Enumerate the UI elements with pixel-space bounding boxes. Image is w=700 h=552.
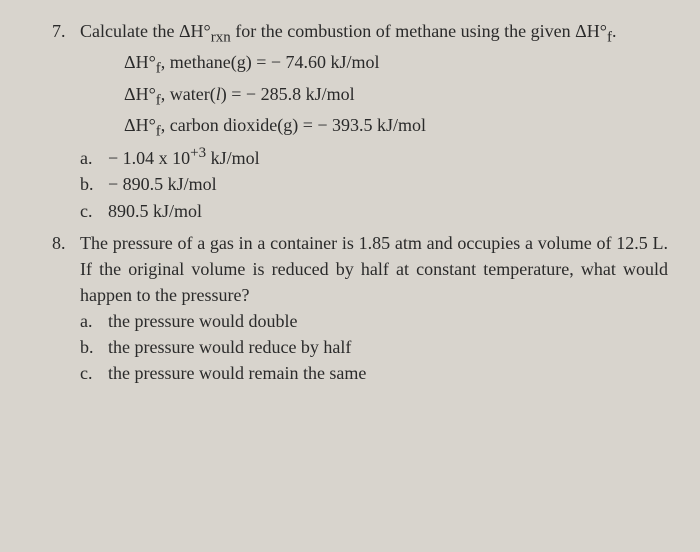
question-8: 8. The pressure of a gas in a container … xyxy=(52,230,668,387)
q7-prompt-b: for the combustion of methane using the … xyxy=(231,21,607,41)
q8-option-b: b.the pressure would reduce by half xyxy=(80,334,668,360)
q8-opt-a-text: the pressure would double xyxy=(108,311,297,331)
q7-d3-post: , carbon dioxide(g) = − 393.5 kJ/mol xyxy=(161,115,426,135)
q7-opt-a-sup: +3 xyxy=(190,145,206,161)
q7-d2-post2: ) = − 285.8 kJ/mol xyxy=(221,84,355,104)
question-7: 7. Calculate the ΔH°rxn for the combusti… xyxy=(52,18,668,224)
question-8-number: 8. xyxy=(52,230,66,256)
q7-d2-post: , water( xyxy=(161,84,216,104)
q7-opt-c-text: 890.5 kJ/mol xyxy=(108,201,202,221)
q7-opt-a-pre: − 1.04 x 10 xyxy=(108,148,190,168)
q7-option-a: a.− 1.04 x 10+3 kJ/mol xyxy=(80,143,668,171)
q7-opt-a-letter: a. xyxy=(80,145,108,171)
q7-opt-b-letter: b. xyxy=(80,171,108,197)
q8-opt-c-text: the pressure would remain the same xyxy=(108,363,366,383)
q7-prompt-a: Calculate the ΔH° xyxy=(80,21,211,41)
q7-d2-pre: ΔH° xyxy=(124,84,156,104)
q8-option-a: a.the pressure would double xyxy=(80,308,668,334)
q7-prompt-c: . xyxy=(612,21,617,41)
q8-opt-c-letter: c. xyxy=(80,360,108,386)
q7-option-c: c.890.5 kJ/mol xyxy=(80,198,668,224)
q7-opt-b-text: − 890.5 kJ/mol xyxy=(108,174,217,194)
q7-d1-post: , methane(g) = − 74.60 kJ/mol xyxy=(161,52,380,72)
q7-prompt-sub1: rxn xyxy=(211,30,231,46)
q8-opt-b-text: the pressure would reduce by half xyxy=(108,337,351,357)
q7-d3-pre: ΔH° xyxy=(124,115,156,135)
q7-data-3: ΔH°f, carbon dioxide(g) = − 393.5 kJ/mol xyxy=(80,112,668,143)
q7-opt-a-post: kJ/mol xyxy=(206,148,260,168)
q7-data-1: ΔH°f, methane(g) = − 74.60 kJ/mol xyxy=(80,49,668,80)
q8-option-c: c.the pressure would remain the same xyxy=(80,360,668,386)
q7-opt-c-letter: c. xyxy=(80,198,108,224)
question-7-body: 7. Calculate the ΔH°rxn for the combusti… xyxy=(52,18,668,224)
q7-d1-pre: ΔH° xyxy=(124,52,156,72)
question-7-number: 7. xyxy=(52,18,66,44)
q8-opt-a-letter: a. xyxy=(80,308,108,334)
q8-prompt: The pressure of a gas in a container is … xyxy=(80,230,668,308)
q8-opt-b-letter: b. xyxy=(80,334,108,360)
question-8-body: 8. The pressure of a gas in a container … xyxy=(52,230,668,387)
q7-option-b: b.− 890.5 kJ/mol xyxy=(80,171,668,197)
q7-prompt: Calculate the ΔH°rxn for the combustion … xyxy=(80,21,616,41)
q7-data-2: ΔH°f, water(l) = − 285.8 kJ/mol xyxy=(80,81,668,112)
